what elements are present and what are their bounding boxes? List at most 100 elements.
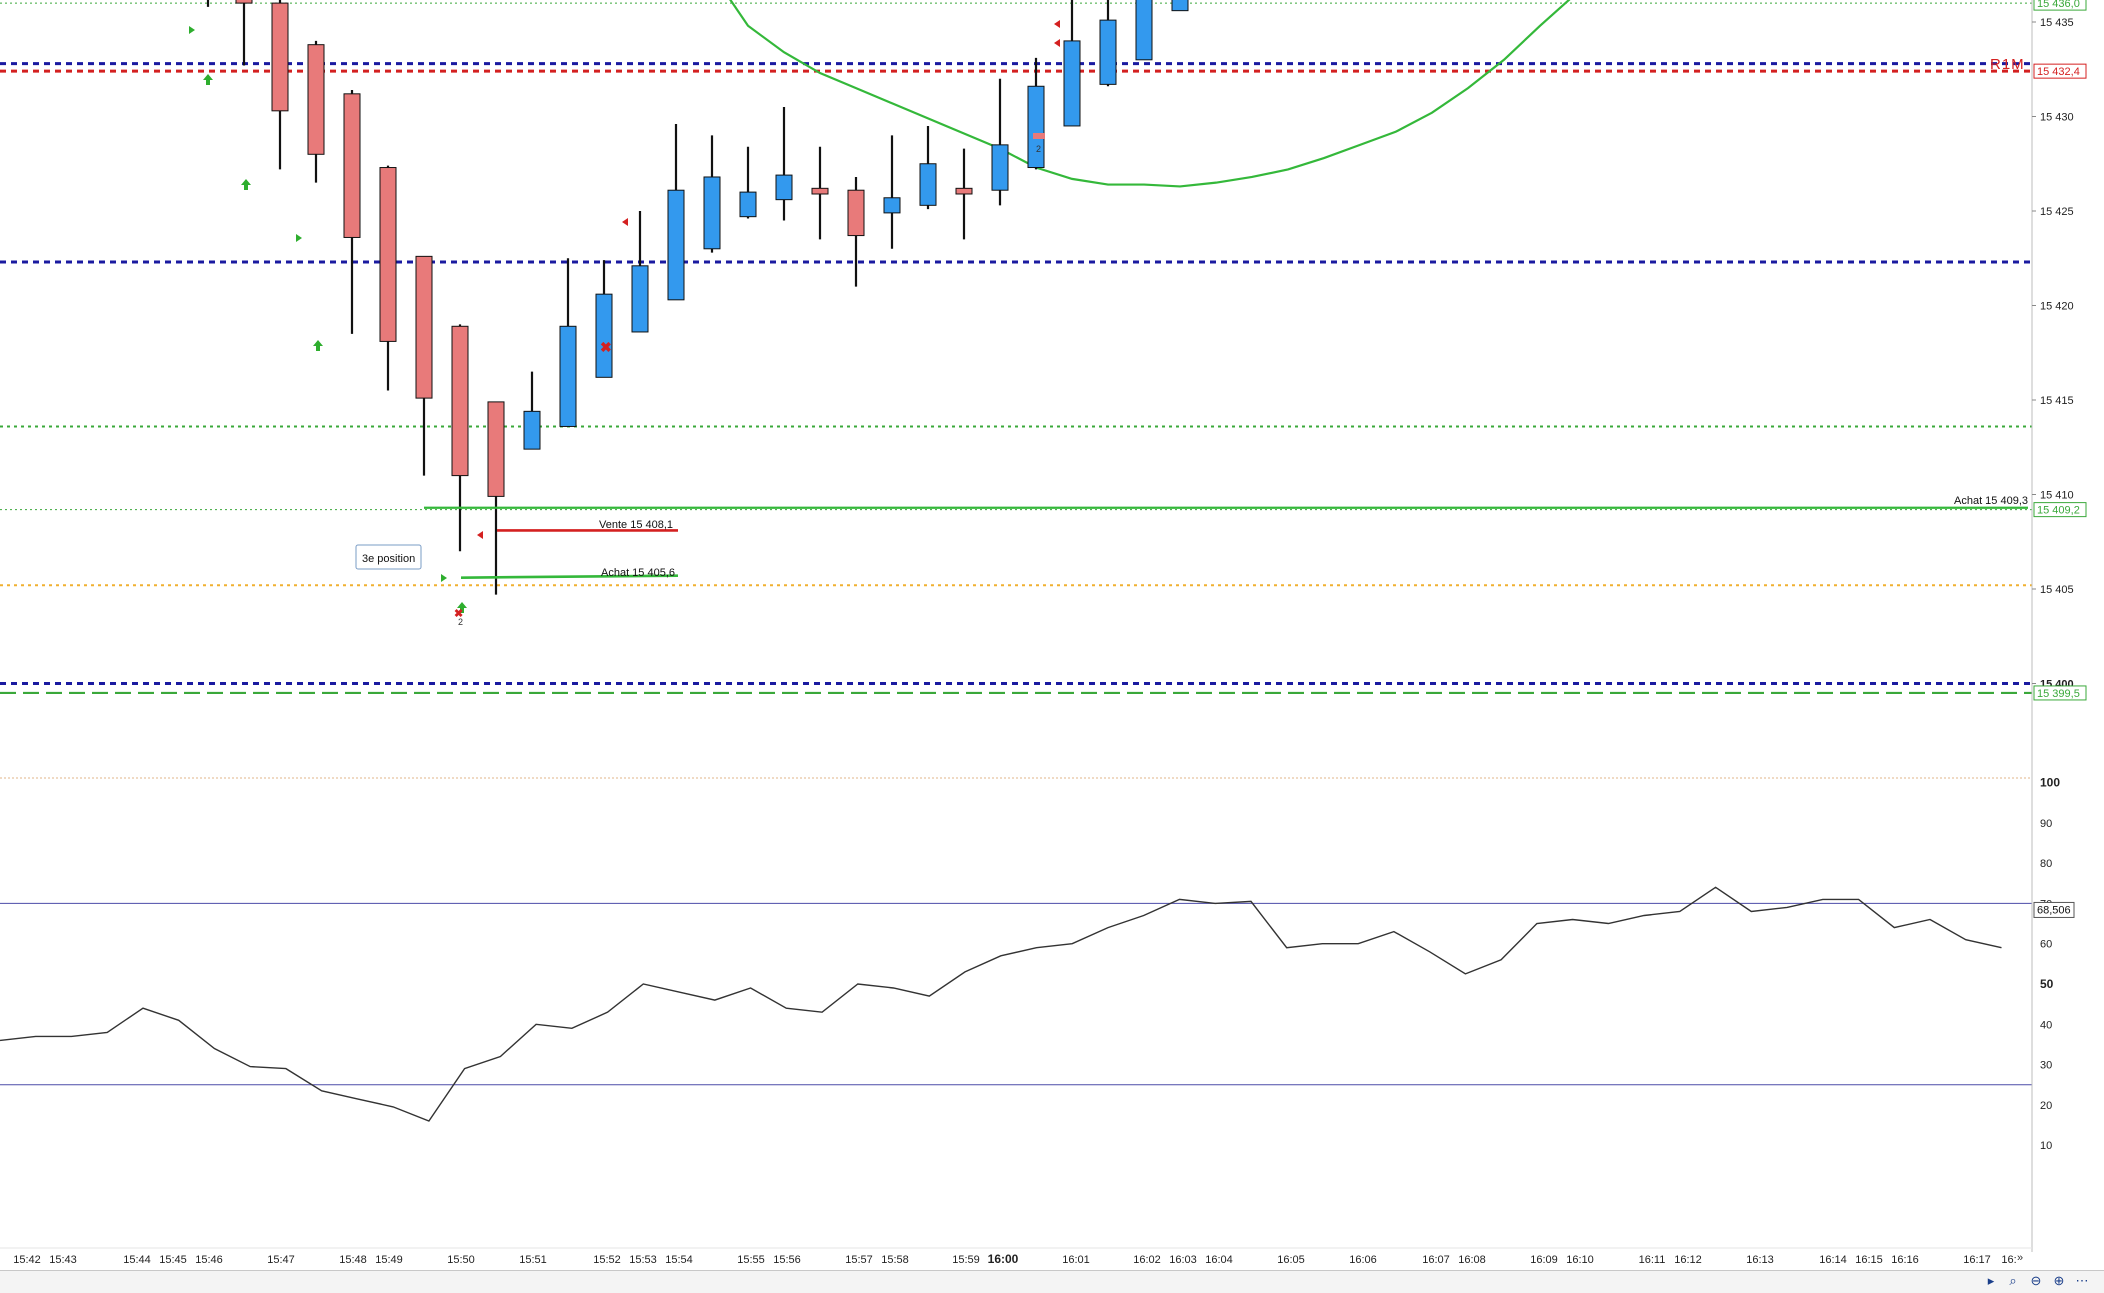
exit-triangle-icon — [477, 531, 483, 539]
buy-arrow-icon — [313, 340, 323, 351]
price-tick-label: 15 415 — [2040, 395, 2074, 407]
price-tick-label: 15 425 — [2040, 206, 2074, 218]
achat-order-line — [460, 574, 679, 579]
close-cross-icon: ✖ — [600, 339, 612, 355]
time-tick-label: 15:58 — [881, 1254, 909, 1266]
zoom-in-icon[interactable]: ⊕ — [2053, 1273, 2065, 1288]
candle-body — [1027, 85, 1045, 169]
time-tick-label: 15:47 — [267, 1254, 295, 1266]
grid-icon[interactable]: ⋯ — [2075, 1273, 2089, 1288]
trade-markers: ✖✖ — [189, 20, 2028, 620]
candle-body — [739, 191, 757, 218]
candle — [1171, 0, 1189, 12]
entry-triangle-icon — [189, 26, 195, 34]
time-tick-label: 16:07 — [1422, 1254, 1450, 1266]
candle — [703, 135, 721, 253]
time-tick-label: 16:10 — [1566, 1254, 1594, 1266]
rsi-tick-label: 90 — [2040, 818, 2052, 830]
candle — [559, 258, 577, 427]
rsi-tick-label: 30 — [2040, 1060, 2052, 1072]
rsi-tick-label: 20 — [2040, 1100, 2052, 1112]
scroll-right-icon[interactable]: » — [2017, 1252, 2023, 1264]
entry-triangle-icon — [441, 574, 447, 582]
level-price-tags: 15 436,0 15 432,4 15 409,2 15 399,5 — [2033, 0, 2087, 701]
price-panel: ✖✖ R1M Achat 15 409,3 Vente 15 408,1 Ach… — [0, 0, 2032, 695]
candle — [811, 146, 829, 240]
price-tick-label: 15 435 — [2040, 17, 2074, 29]
candle-body — [811, 187, 829, 195]
qty-label: 2 — [458, 617, 463, 627]
price-tick-label: 15 430 — [2040, 112, 2074, 124]
rsi-last-value: 68,506 — [2037, 904, 2071, 916]
level-tag-label: 15 399,5 — [2037, 688, 2080, 700]
achat-small-label: Achat 15 405,6 — [601, 567, 675, 579]
candle-body — [523, 410, 541, 450]
time-tick-label: 16:05 — [1277, 1254, 1305, 1266]
price-tick-label: 15 420 — [2040, 301, 2074, 313]
time-tick-label: 15:44 — [123, 1254, 151, 1266]
candle-body — [955, 187, 973, 195]
level-tag-box — [2033, 502, 2087, 518]
position-tag[interactable]: 3e position — [355, 544, 422, 570]
candle — [1099, 0, 1117, 87]
time-tick-label: 16:08 — [1458, 1254, 1486, 1266]
candle-body — [235, 0, 253, 4]
time-tick-label: 16:02 — [1133, 1254, 1161, 1266]
bottom-toolbar: ▸ ⌕ ⊖ ⊕ ⋯ — [0, 1270, 2104, 1293]
candle — [955, 148, 973, 240]
rsi-tick-label: 80 — [2040, 858, 2052, 870]
rsi-ticks: 100908070605040302010 — [2040, 776, 2060, 1153]
candle — [739, 146, 757, 219]
price-tick-label: 15 405 — [2040, 584, 2074, 596]
price-ticks: 15 435 15 430 15 425 15 420 15 415 15 410 15 4… — [2032, 17, 2074, 691]
level-tag-label: 15 436,0 — [2037, 0, 2080, 10]
time-tick-label: 15:50 — [447, 1254, 475, 1266]
time-tick-label: 15:55 — [737, 1254, 765, 1266]
time-tick-label: 16:03 — [1169, 1254, 1197, 1266]
candle — [271, 0, 289, 170]
time-axis[interactable]: 15:42 15:43 15:44 15:45 15:46 15:47 15:48 15:49… — [0, 1247, 2032, 1266]
candle — [1063, 0, 1081, 127]
time-tick-label: 15:46 — [195, 1254, 223, 1266]
time-tick-label: 16:13 — [1746, 1254, 1774, 1266]
zoom-select-icon[interactable]: ⌕ — [2009, 1273, 2017, 1288]
time-tick-label: 15:56 — [773, 1254, 801, 1266]
candle-body — [271, 2, 289, 112]
candle-body — [415, 255, 433, 399]
time-tick-label: 15:52 — [593, 1254, 621, 1266]
level-tag-box — [2033, 685, 2087, 701]
zoom-out-icon[interactable]: ⊖ — [2030, 1273, 2042, 1288]
time-tick-label: 16:12 — [1674, 1254, 1702, 1266]
candle — [206, 0, 210, 7]
time-tick-label: 15:54 — [665, 1254, 693, 1266]
candle-body — [703, 176, 721, 250]
candle-body — [559, 325, 577, 427]
candle — [379, 165, 397, 391]
candle-body — [595, 293, 613, 378]
arrow-right-icon[interactable]: ▸ — [1987, 1273, 1995, 1288]
level-tag-label: 15 432,4 — [2037, 66, 2080, 78]
time-tick-label: 16:04 — [1205, 1254, 1233, 1266]
time-tick-label: 15:53 — [629, 1254, 657, 1266]
candle — [847, 176, 865, 287]
moving-average-line — [729, 0, 1571, 188]
candle — [595, 260, 613, 378]
candle-body — [919, 163, 937, 206]
rsi-tick-label: 60 — [2040, 939, 2052, 951]
rsi-last-value-tag: 68,506 — [2033, 901, 2075, 918]
time-tick-label: 16:17 — [1963, 1254, 1991, 1266]
rsi-tick-label: 40 — [2040, 1019, 2052, 1031]
candle — [235, 0, 253, 66]
candle-body — [883, 197, 901, 214]
candle — [343, 90, 361, 334]
candle — [919, 125, 937, 210]
time-tick-label: 16:11 — [1639, 1254, 1666, 1266]
exit-triangle-icon — [1054, 20, 1060, 28]
candle-body — [451, 325, 469, 477]
time-tick-label: 15:59 — [952, 1254, 980, 1266]
level-tag-box — [2033, 63, 2087, 79]
candle-body — [991, 144, 1009, 191]
time-tick-label: 16:15 — [1855, 1254, 1883, 1266]
